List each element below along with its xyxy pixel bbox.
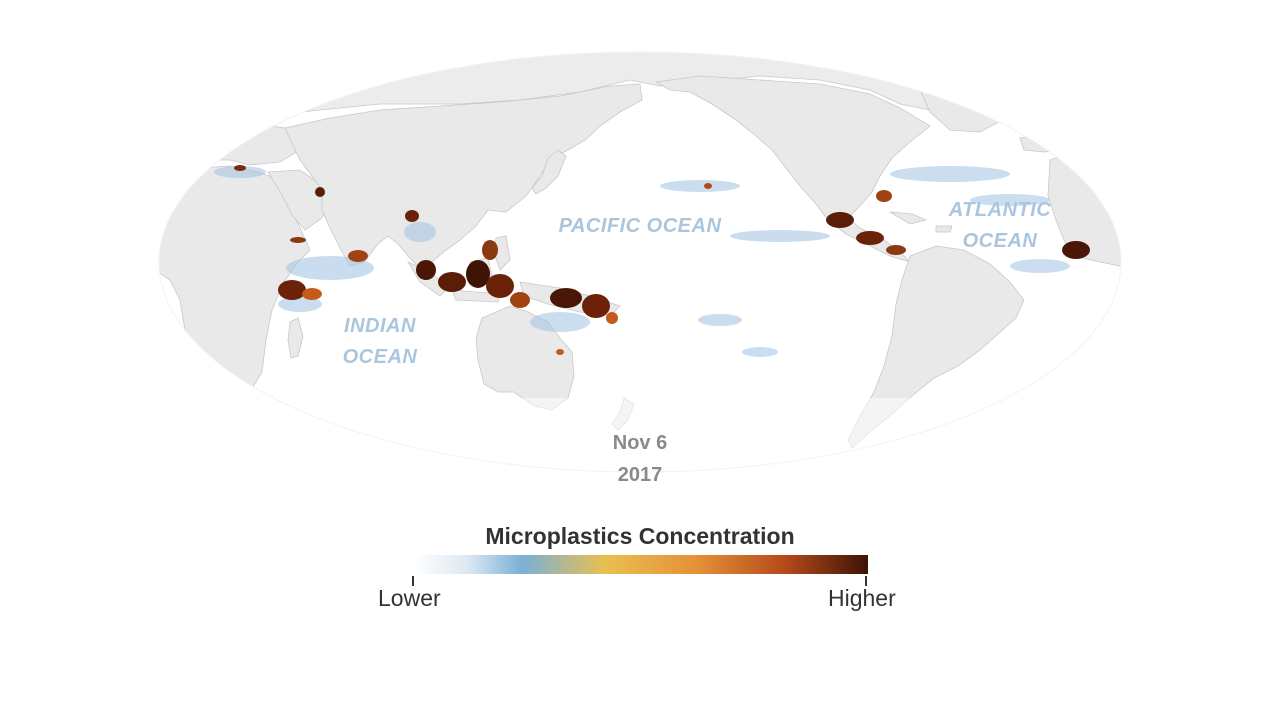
date-year: 2017 — [617, 464, 663, 486]
world-map — [150, 51, 1130, 520]
low-concentration-zones — [214, 166, 1070, 390]
legend-low-label: Lower — [378, 585, 441, 611]
legend-high-tick — [865, 576, 867, 586]
iberia-edge-landmass — [1019, 131, 1081, 153]
high-concentration-zones — [234, 165, 1090, 355]
pacific-ocean-text: PACIFIC OCEAN — [558, 215, 722, 237]
indian-ocean-line2: OCEAN — [342, 346, 418, 368]
date-day: Nov 6 — [612, 432, 668, 454]
madagascar-landmass — [287, 317, 304, 359]
caribbean-landmass — [889, 211, 953, 233]
pacific-ocean-label: PACIFIC OCEAN — [540, 211, 740, 242]
legend-title: Microplastics Concentration — [485, 523, 795, 549]
antarctica-landmass — [150, 482, 1130, 520]
legend-low-tick — [412, 576, 414, 586]
southern-data-mask — [159, 398, 1121, 472]
globe-outline — [158, 51, 1122, 473]
atlantic-ocean-line1: ATLANTIC — [948, 199, 1052, 221]
arabia-landmass — [267, 169, 331, 231]
atlantic-ocean-label: ATLANTIC OCEAN — [930, 195, 1070, 257]
asia-landmass — [284, 83, 643, 269]
japan-landmass — [531, 149, 567, 195]
indian-ocean-label: INDIAN OCEAN — [310, 311, 450, 373]
atlantic-ocean-line2: OCEAN — [962, 230, 1038, 252]
legend-gradient-fill — [413, 555, 868, 574]
south-america-landmass — [847, 245, 1025, 449]
legend-high-label: Higher — [828, 585, 896, 611]
legend-color-bar — [413, 555, 868, 574]
indian-ocean-line1: INDIAN — [344, 315, 416, 337]
